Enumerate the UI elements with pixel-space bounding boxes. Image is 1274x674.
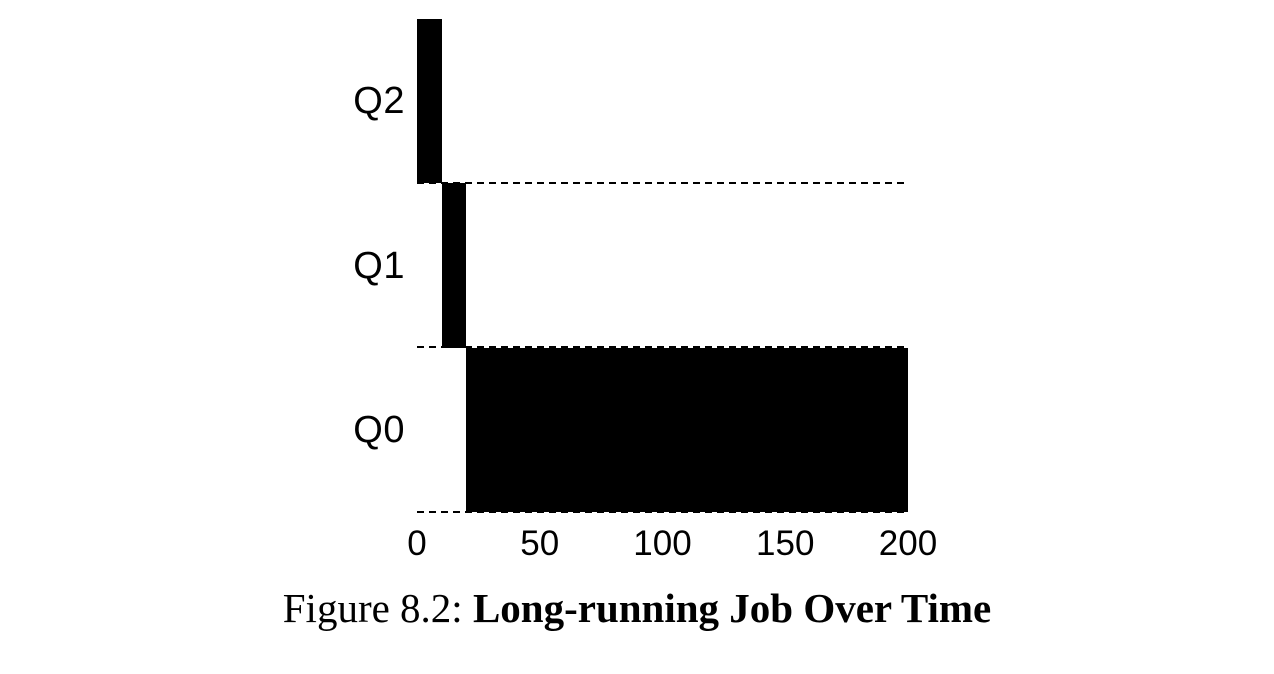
x-tick-label-150: 150 <box>756 524 815 563</box>
figure-caption: Figure 8.2: Long-running Job Over Time <box>0 585 1274 631</box>
job-bar-q1 <box>441 183 467 348</box>
queue-label-q1: Q1 <box>353 244 405 287</box>
queue-separator-line-q1 <box>417 346 908 349</box>
job-bar-q0 <box>466 347 908 512</box>
figure-caption-prefix: Figure 8.2: <box>282 585 463 631</box>
queue-label-q2: Q2 <box>353 80 405 123</box>
x-tick-label-0: 0 <box>407 524 427 563</box>
queue-label-q0: Q0 <box>353 408 405 451</box>
x-tick-label-200: 200 <box>878 524 938 563</box>
x-tick-label-50: 50 <box>520 524 560 563</box>
job-bar-q2 <box>417 19 442 184</box>
figure-caption-title: Long-running Job Over Time <box>472 585 992 631</box>
queue-separator-line-q2 <box>417 181 908 184</box>
x-tick-label-100: 100 <box>633 524 692 563</box>
